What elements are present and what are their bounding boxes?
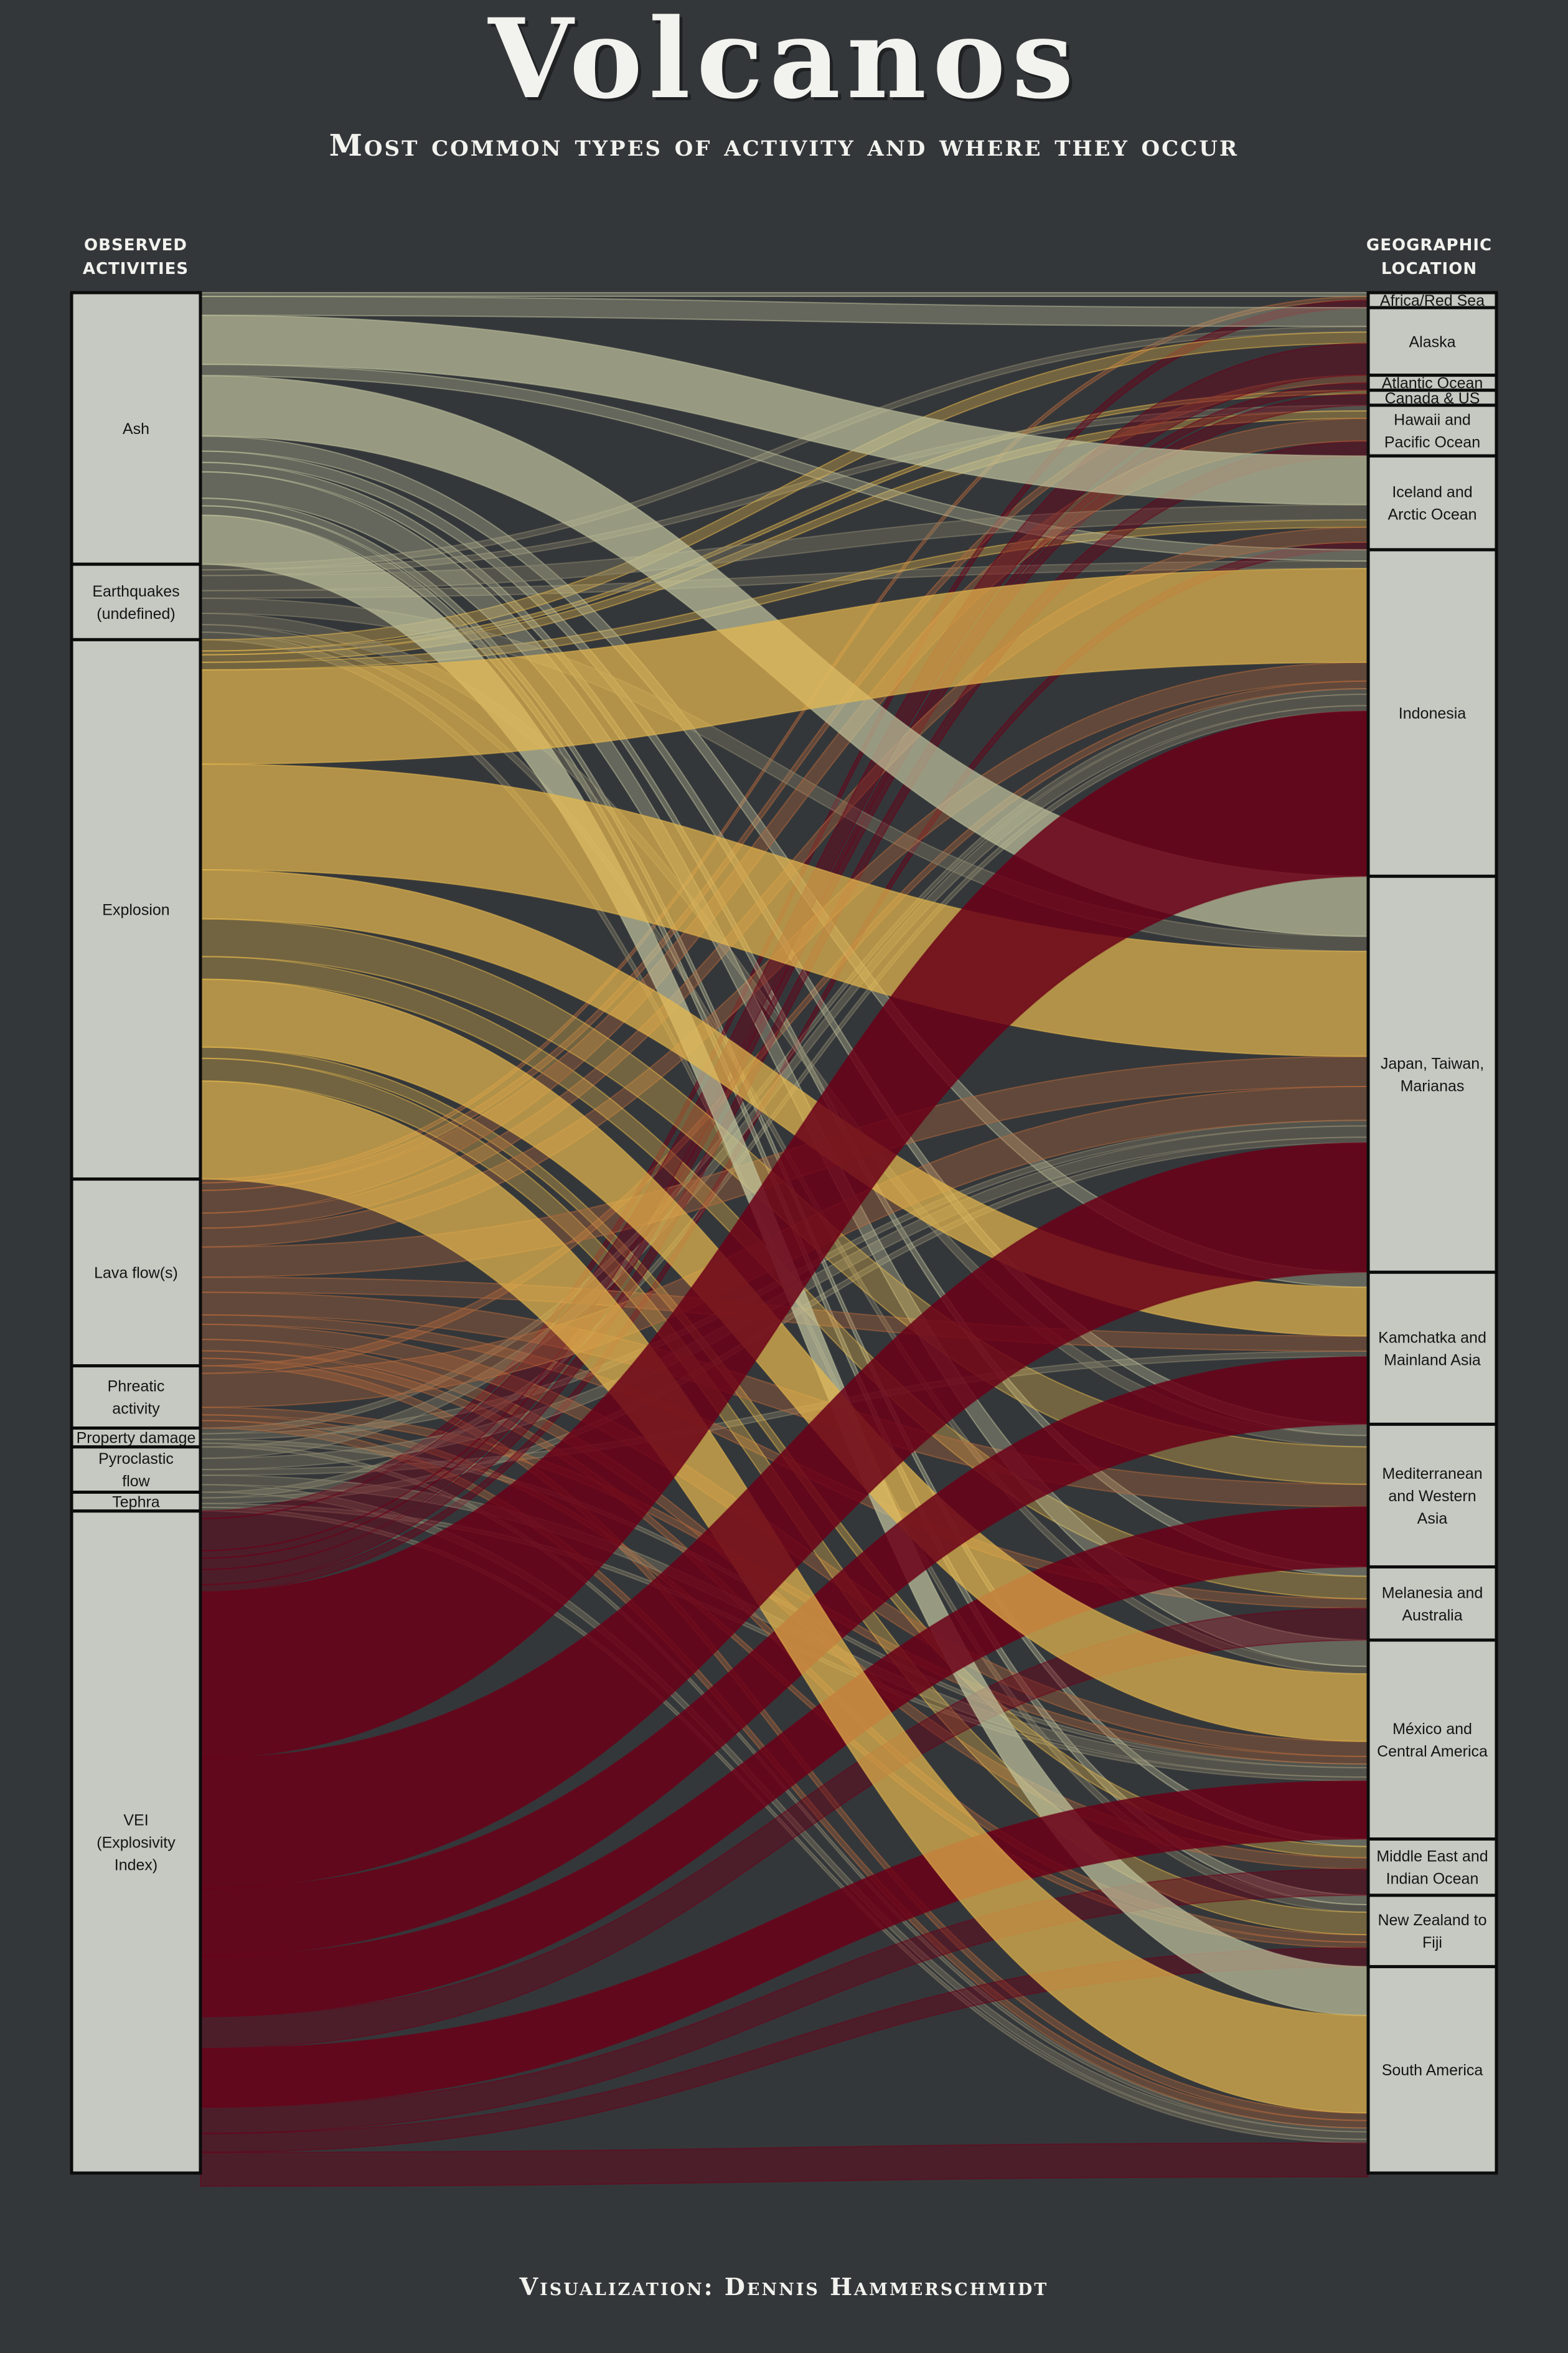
node-label-line: Fiji: [1422, 1934, 1442, 1951]
node-label-line: South America: [1382, 2062, 1483, 2079]
flow-link-ash-africa: [200, 291, 1369, 298]
right-node-hawaii: [1366, 403, 1498, 458]
left-node-label-lava: Lava flow(s): [94, 1265, 178, 1282]
right-node-label-kamchatka: Kamchatka and Mainland Asia: [1378, 1329, 1486, 1369]
node-label-line: activity: [112, 1400, 160, 1418]
right-node-japan: [1366, 874, 1498, 1274]
node-label-line: Australia: [1402, 1606, 1462, 1624]
right-node-melanesia: [1366, 1565, 1498, 1642]
left-node-label-tephra: Tephra: [112, 1494, 160, 1511]
page-title: Volcanos: [488, 0, 1080, 123]
right-node-indonesia: [1366, 548, 1498, 878]
left-node-label-explosion: Explosion: [102, 902, 169, 919]
right-node-africa: [1366, 291, 1498, 309]
right-node-middleeast: [1366, 1837, 1498, 1897]
left-node-label-vei: VEI (Explosivity Index): [96, 1811, 176, 1874]
node-label-line: Mediterranean: [1382, 1465, 1482, 1483]
left-axis-label-line: OBSERVED: [84, 236, 187, 255]
right-node-alaska: [1366, 306, 1498, 377]
left-node-phreatic: [70, 1364, 202, 1430]
node-label-line: Lava flow(s): [94, 1265, 178, 1282]
right-node-newzealand: [1366, 1893, 1498, 1968]
node-label-line: Index): [115, 1856, 157, 1874]
left-node-label-ash: Ash: [123, 420, 149, 438]
node-label-line: Tephra: [112, 1494, 160, 1511]
node-label-line: (undefined): [96, 605, 175, 623]
node-label-line: Pyroclastic: [98, 1450, 174, 1468]
node-label-line: Ash: [123, 420, 149, 438]
left-axis-label-line: ACTIVITIES: [82, 260, 189, 278]
node-label-line: Iceland and: [1392, 484, 1472, 501]
right-node-label-mediterranean: Mediterranean and Western Asia: [1382, 1465, 1482, 1527]
node-label-line: flow: [122, 1473, 150, 1490]
links-layer: [200, 291, 1369, 2187]
node-label-line: Arctic Ocean: [1387, 506, 1476, 524]
right-node-label-middleeast: Middle East and Indian Ocean: [1376, 1848, 1488, 1888]
node-label-line: Kamchatka and: [1378, 1329, 1486, 1346]
node-label-line: Indian Ocean: [1386, 1870, 1479, 1888]
left-node-tephra: [70, 1490, 202, 1513]
node-label-line: New Zealand to: [1378, 1912, 1486, 1929]
right-node-atlantic: [1366, 374, 1498, 392]
node-label-line: Pacific Ocean: [1384, 434, 1480, 451]
left-node-label-property: Property damage: [77, 1430, 196, 1447]
node-label-line: (Explosivity: [96, 1834, 176, 1851]
node-label-line: Japan, Taiwan,: [1381, 1055, 1484, 1072]
node-label-line: Indonesia: [1399, 705, 1467, 722]
right-node-label-mexico: México and Central America: [1377, 1720, 1488, 1760]
right-node-label-alaska: Alaska: [1409, 333, 1455, 351]
right-node-southamerica: [1366, 1964, 1498, 2175]
left-node-lava: [70, 1177, 202, 1368]
right-node-mexico: [1366, 1638, 1498, 1841]
page-subtitle: Most common types of activity and where …: [329, 128, 1239, 163]
right-axis-label: GEOGRAPHIC LOCATION: [1348, 233, 1510, 281]
right-node-label-japan: Japan, Taiwan, Marianas: [1381, 1055, 1484, 1095]
node-label-line: Melanesia and: [1382, 1584, 1483, 1601]
right-axis-label-line: LOCATION: [1381, 260, 1478, 278]
nodes-layer: Ash Earthquakes (undefined) Explosion Lava f…: [70, 291, 1498, 2175]
left-node-ash: [70, 291, 202, 566]
node-label-line: and Western: [1388, 1488, 1476, 1505]
left-node-label-pyroclastic: Pyroclastic flow: [98, 1450, 174, 1490]
right-node-canada: [1366, 389, 1498, 407]
node-label-line: VEI: [123, 1811, 148, 1829]
left-node-vei: [70, 1509, 202, 2175]
right-node-label-indonesia: Indonesia: [1399, 705, 1467, 722]
node-label-line: México and: [1392, 1720, 1472, 1738]
left-axis-label: OBSERVED ACTIVITIES: [55, 233, 217, 281]
left-node-property: [70, 1426, 202, 1449]
left-node-label-phreatic: Phreatic activity: [108, 1378, 165, 1418]
right-axis-label-line: GEOGRAPHIC: [1366, 236, 1493, 255]
node-label-line: Property damage: [77, 1430, 196, 1447]
right-node-label-iceland: Iceland and Arctic Ocean: [1387, 484, 1476, 524]
left-node-pyroclastic: [70, 1445, 202, 1494]
node-label-line: Central America: [1377, 1743, 1488, 1760]
node-label-line: Asia: [1417, 1510, 1448, 1527]
node-label-line: Mainland Asia: [1384, 1351, 1481, 1369]
node-label-line: Marianas: [1401, 1077, 1465, 1095]
node-label-line: Alaska: [1409, 333, 1455, 351]
node-label-line: Phreatic: [108, 1378, 165, 1395]
flow-link-vei-southamerica: [200, 2142, 1369, 2187]
left-node-earthquakes: [70, 562, 202, 641]
right-node-label-melanesia: Melanesia and Australia: [1382, 1584, 1483, 1624]
footer-credit: Visualization: Dennis Hammerschmidt: [519, 2273, 1049, 2301]
node-label-line: Earthquakes: [92, 583, 179, 600]
node-label-line: Middle East and: [1376, 1848, 1488, 1865]
left-node-label-earthquakes: Earthquakes (undefined): [92, 583, 179, 623]
right-node-label-newzealand: New Zealand to Fiji: [1378, 1912, 1486, 1951]
right-node-iceland: [1366, 454, 1498, 552]
right-node-label-hawaii: Hawaii and Pacific Ocean: [1384, 412, 1480, 451]
right-node-label-southamerica: South America: [1382, 2062, 1483, 2079]
right-node-kamchatka: [1366, 1270, 1498, 1426]
node-label-line: Hawaii and: [1394, 412, 1471, 429]
node-label-line: Explosion: [102, 902, 169, 919]
